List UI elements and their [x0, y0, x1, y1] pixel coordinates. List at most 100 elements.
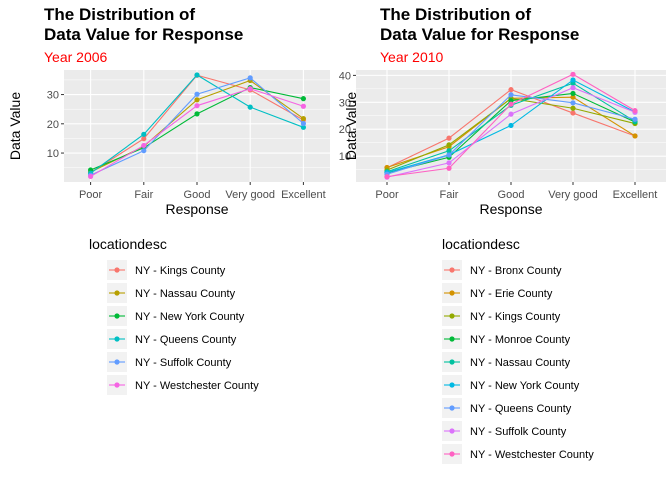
legend-key-point	[449, 451, 455, 457]
legend-key-point	[114, 290, 120, 296]
data-point	[247, 75, 253, 81]
data-point	[300, 103, 306, 109]
legend-label: NY - Westchester County	[135, 380, 259, 392]
data-point	[632, 116, 638, 122]
x-tick-label: Good	[184, 189, 211, 201]
legend-label: NY - Erie County	[470, 288, 553, 300]
chart-subtitle: Year 2010	[380, 49, 444, 65]
legend-label: NY - Nassau County	[470, 357, 571, 369]
data-point	[570, 105, 576, 111]
x-tick-label: Good	[498, 189, 525, 201]
y-tick-label: 20	[339, 124, 351, 136]
legend-key-point	[449, 428, 455, 434]
legend-key-point	[449, 290, 455, 296]
legend-label: NY - Westchester County	[470, 449, 594, 461]
data-point	[141, 136, 147, 142]
data-point	[300, 115, 306, 122]
x-tick-label: Poor	[375, 189, 399, 201]
legend-title: locationdesc	[442, 236, 520, 252]
data-point	[570, 71, 576, 77]
y-axis-label: Data Value	[7, 92, 23, 160]
legend-key-point	[114, 267, 120, 273]
legend-label: NY - Kings County	[135, 265, 226, 277]
data-point	[570, 77, 576, 83]
data-point	[446, 148, 452, 154]
data-point	[446, 152, 452, 158]
data-point	[508, 92, 514, 98]
data-point	[446, 142, 452, 148]
legend-label: NY - Queens County	[470, 403, 572, 415]
data-point	[508, 87, 514, 93]
data-point	[446, 165, 452, 171]
legend-label: NY - Kings County	[470, 311, 561, 323]
data-point	[570, 85, 576, 91]
data-point	[194, 91, 200, 97]
legend-label: NY - Monroe County	[470, 334, 571, 346]
legend-key-point	[114, 313, 120, 319]
legend: locationdesc NY - Bronx County NY - Erie C…	[442, 236, 594, 464]
data-point	[247, 86, 253, 92]
chart-title-line-2: Data Value for Response	[380, 25, 579, 44]
series-9	[384, 71, 638, 180]
y-tick-label: 30	[47, 90, 59, 102]
data-point	[570, 100, 576, 106]
data-point	[570, 90, 576, 97]
data-point	[632, 133, 638, 139]
legend-key-point	[114, 336, 120, 342]
legend-title: locationdesc	[89, 236, 167, 252]
legend-label: NY - Suffolk County	[470, 426, 567, 438]
data-point	[508, 111, 514, 117]
y-tick-label: 20	[47, 119, 59, 131]
data-point	[194, 103, 200, 109]
legend-key-point	[449, 336, 455, 342]
x-tick-label: Poor	[79, 189, 103, 201]
chart-title-line-1: The Distribution of	[44, 5, 195, 24]
data-point	[194, 97, 200, 103]
y-axis-label: Data Value	[343, 92, 359, 160]
data-point	[446, 135, 452, 141]
legend-label: NY - New York County	[135, 311, 245, 323]
data-point	[141, 142, 147, 149]
data-point	[88, 173, 94, 180]
legend-label: NY - Bronx County	[470, 265, 562, 277]
series-6	[88, 86, 306, 180]
legend-label: NY - New York County	[470, 380, 580, 392]
x-tick-label: Excellent	[281, 189, 326, 201]
legend-label: NY - Queens County	[135, 334, 237, 346]
legend: locationdesc NY - Kings County NY - Nassau…	[89, 236, 259, 395]
data-point	[570, 94, 576, 100]
x-axis-label: Response	[165, 201, 228, 217]
legend-label: NY - Suffolk County	[135, 357, 232, 369]
chart-title-line-1: The Distribution of	[380, 5, 531, 24]
data-point	[194, 111, 200, 117]
chart-subtitle: Year 2006	[44, 49, 108, 65]
legend-key-point	[114, 359, 120, 365]
data-point	[446, 160, 452, 166]
y-tick-label: 40	[339, 70, 351, 82]
data-point	[508, 122, 514, 129]
data-point	[570, 110, 576, 116]
y-tick-label: 30	[339, 97, 351, 109]
legend-label: NY - Nassau County	[135, 288, 236, 300]
legend-key-point	[449, 313, 455, 319]
data-point	[194, 72, 200, 78]
legend-key-point	[449, 382, 455, 388]
y-tick-label: 10	[339, 151, 351, 163]
data-point	[508, 101, 514, 107]
data-point	[632, 108, 638, 114]
x-tick-label: Fair	[440, 189, 459, 201]
data-point	[300, 96, 306, 102]
data-point	[247, 104, 253, 110]
x-tick-label: Very good	[225, 189, 275, 201]
y-tick-label: 10	[47, 148, 59, 160]
legend-key-point	[449, 359, 455, 365]
x-axis-label: Response	[479, 201, 542, 217]
data-point	[141, 131, 147, 137]
x-tick-label: Excellent	[613, 189, 658, 201]
x-tick-label: Very good	[548, 189, 598, 201]
legend-key-point	[114, 382, 120, 388]
data-point	[141, 148, 147, 154]
data-point	[384, 174, 390, 180]
